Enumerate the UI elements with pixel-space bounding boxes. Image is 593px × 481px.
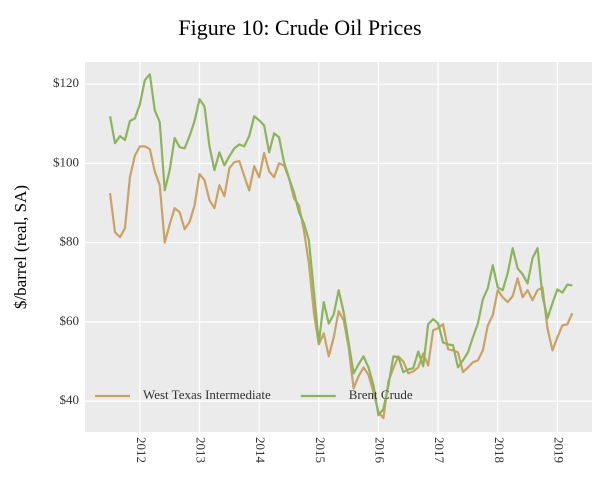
y-tick-label: $40	[60, 392, 80, 407]
y-tick-label: $100	[53, 154, 79, 169]
x-tick-label: 2017	[432, 437, 447, 464]
line-series	[108, 145, 574, 420]
x-tick-label: 2014	[253, 437, 268, 464]
legend-label: West Texas Intermediate	[143, 387, 271, 402]
x-tick-label: 2012	[134, 437, 149, 463]
x-tick-label: 2018	[492, 437, 507, 463]
chart-title: Figure 10: Crude Oil Prices	[178, 15, 421, 40]
y-axis-label: $/barrel (real, SA)	[11, 185, 30, 309]
plot-background	[85, 62, 592, 432]
x-tick-label: 2013	[194, 437, 209, 463]
line-series	[108, 73, 573, 417]
y-tick-label: $120	[53, 75, 79, 90]
y-tick-label: $80	[60, 234, 80, 249]
x-tick-label: 2019	[551, 437, 566, 463]
x-tick-label: 2016	[372, 437, 387, 464]
x-tick-label: 2015	[313, 437, 328, 463]
legend-label: Brent Crude	[349, 387, 413, 402]
y-tick-label: $60	[60, 313, 80, 328]
